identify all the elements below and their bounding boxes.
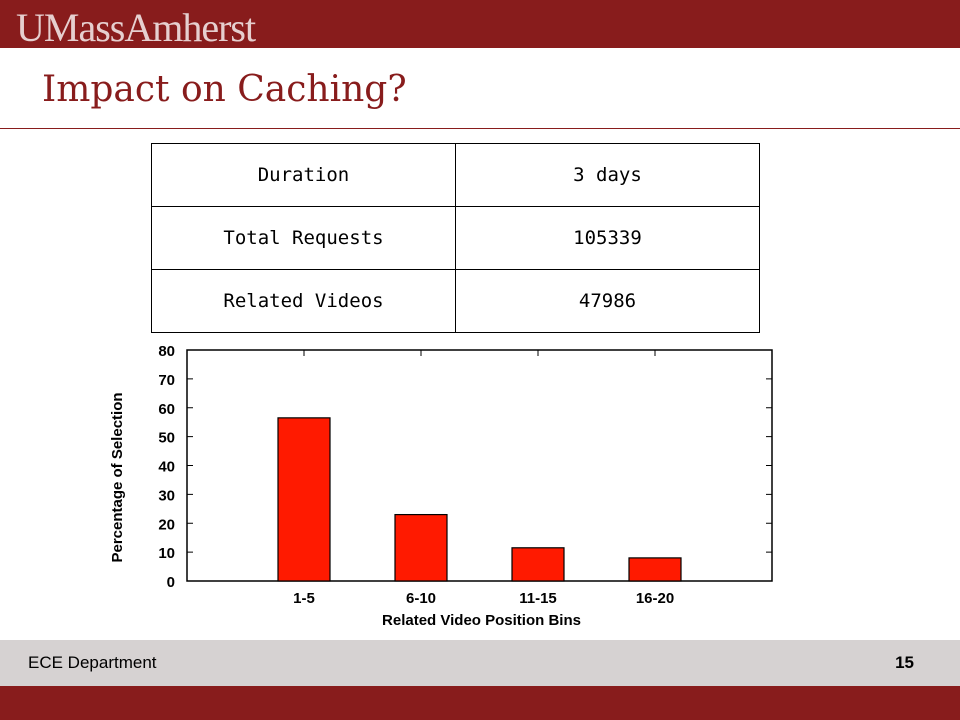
umass-amherst-logo: UMassAmherst: [16, 5, 256, 50]
table-cell-label: Related Videos: [151, 269, 456, 333]
y-axis-label: Percentage of Selection: [109, 392, 126, 562]
y-tick-label: 80: [158, 343, 175, 360]
table-row: Duration 3 days: [151, 143, 760, 207]
y-tick-label: 40: [158, 459, 175, 476]
bar: [394, 513, 448, 582]
y-tick-label: 50: [158, 430, 175, 447]
x-tick-label: 11-15: [519, 590, 557, 607]
table-row: Total Requests 105339: [151, 206, 760, 270]
bar: [628, 557, 682, 582]
title-divider: [0, 128, 960, 129]
table-cell-value: 47986: [455, 269, 760, 333]
y-tick-label: 60: [158, 401, 175, 418]
bar-chart: 0 10 20 30 40 50 60 70 80 1-5 6-10 11-15 16-20 Relate…: [109, 343, 773, 629]
table-row: Related Videos 47986: [151, 269, 760, 333]
x-axis-label: Related Video Position Bins: [382, 612, 581, 629]
x-tick-label: 16-20: [636, 590, 674, 607]
y-tick-label: 30: [158, 487, 175, 504]
y-tick-label: 10: [158, 545, 175, 562]
page-number: 15: [895, 653, 914, 672]
y-tick-label: 0: [167, 574, 175, 591]
top-brand-bar: UMassAmherst: [0, 0, 960, 50]
table-cell-value: 105339: [455, 206, 760, 270]
slide-title: Impact on Caching?: [42, 69, 407, 110]
table-cell-label: Total Requests: [151, 206, 456, 270]
table-cell-label: Duration: [151, 143, 456, 207]
footer-department: ECE Department: [28, 653, 157, 672]
y-tick-label: 20: [158, 516, 175, 533]
bar: [277, 417, 331, 582]
y-tick-label: 70: [158, 372, 175, 389]
x-tick-label: 6-10: [406, 590, 436, 607]
bottom-brand-bar: [0, 686, 960, 720]
stats-table: Duration 3 days Total Requests 105339 Re…: [151, 143, 760, 333]
footer-bar: ECE Department 15: [0, 640, 960, 686]
bar: [511, 547, 565, 582]
x-tick-label: 1-5: [293, 590, 315, 607]
plot-frame: [186, 349, 773, 582]
table-cell-value: 3 days: [455, 143, 760, 207]
